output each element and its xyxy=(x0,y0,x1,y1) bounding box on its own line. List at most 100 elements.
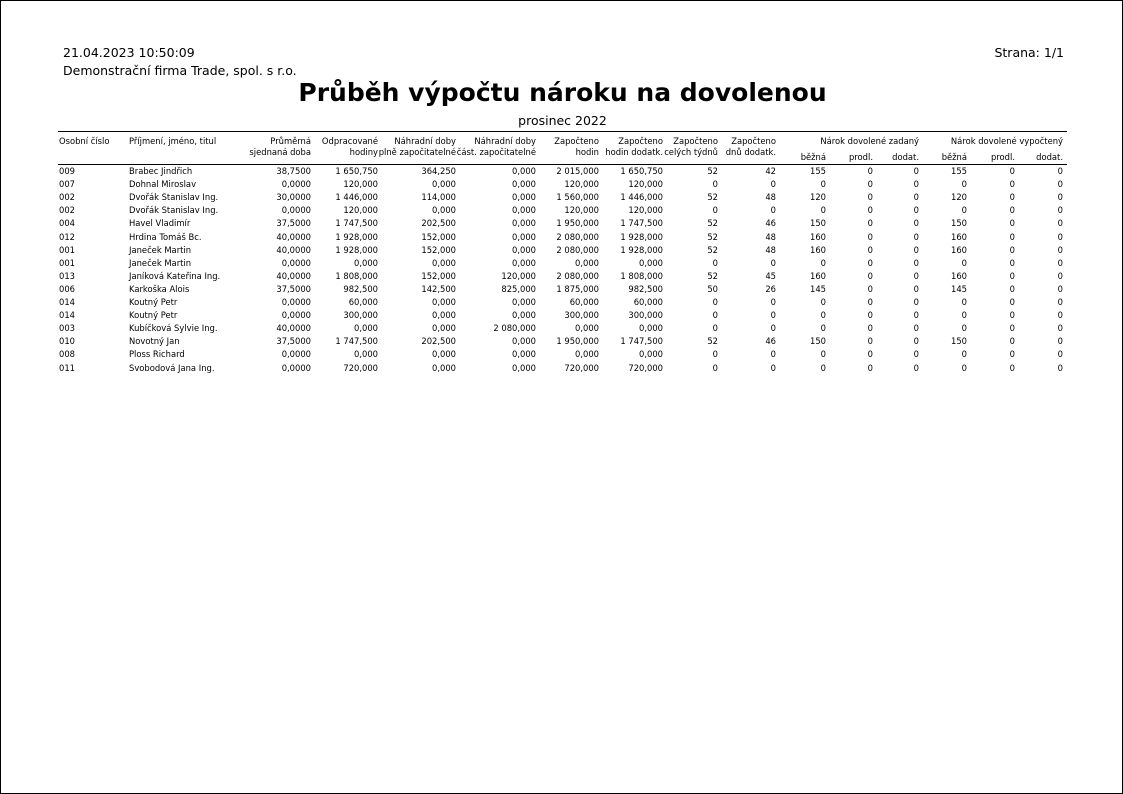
print-datetime: 21.04.2023 10:50:09 xyxy=(63,45,195,60)
table-cell: 008 xyxy=(59,349,75,360)
column-header: plně započitatelné xyxy=(378,147,456,157)
table-cell: 0 xyxy=(712,362,718,373)
table-cell: 0 xyxy=(913,323,919,334)
table-cell: 45 xyxy=(765,270,776,281)
table-cell: 40,0000 xyxy=(276,270,311,281)
table-cell: 0 xyxy=(1009,297,1015,307)
column-header: celých týdnů xyxy=(664,147,718,157)
table-cell: 0 xyxy=(867,205,873,216)
table-cell: 2 015,000 xyxy=(556,166,599,176)
table-cell: Dohnal Miroslav xyxy=(129,179,197,190)
table-cell: 0 xyxy=(913,179,919,190)
table-cell: 0 xyxy=(1057,310,1063,321)
table-cell: 0 xyxy=(712,205,718,216)
table-cell: 160 xyxy=(951,244,967,255)
table-cell: 0 xyxy=(961,362,967,373)
table-cell: 0 xyxy=(867,270,873,281)
table-cell: 52 xyxy=(707,218,718,229)
table-cell: 0 xyxy=(1057,192,1063,203)
table-cell: 120,000 xyxy=(564,179,599,190)
table-cell: Brabec Jindřich xyxy=(129,166,193,176)
table-cell: 0 xyxy=(913,257,919,268)
table-cell: 60,000 xyxy=(569,297,599,307)
table-cell: 142,500 xyxy=(421,283,456,294)
table-cell: 30,0000 xyxy=(276,192,311,203)
table-cell: 52 xyxy=(707,336,718,347)
table-cell: 52 xyxy=(707,244,718,255)
table-cell: 982,500 xyxy=(628,283,663,294)
table-cell: 0,0000 xyxy=(281,205,311,216)
table-cell: 0 xyxy=(1009,336,1015,347)
table-cell: 0 xyxy=(770,179,776,190)
table-cell: 300,000 xyxy=(343,310,378,321)
group-header: Nárok dovolené vypočtený xyxy=(950,136,1063,146)
table-cell: 150 xyxy=(951,218,967,229)
table-cell: 0,000 xyxy=(512,192,536,203)
table-cell: 0,000 xyxy=(575,323,599,334)
table-cell: 1 650,750 xyxy=(335,166,378,176)
table-cell: 0 xyxy=(961,205,967,216)
table-cell: 0 xyxy=(1057,257,1063,268)
table-cell: 720,000 xyxy=(628,362,663,373)
table-cell: 004 xyxy=(59,218,75,229)
table-cell: 150 xyxy=(810,218,826,229)
table-cell: 0 xyxy=(1057,179,1063,190)
table-cell: 52 xyxy=(707,166,718,176)
table-cell: 0 xyxy=(867,310,873,321)
table-cell: 0 xyxy=(820,205,826,216)
table-cell: 0,000 xyxy=(512,179,536,190)
table-cell: Janíková Kateřina Ing. xyxy=(129,270,221,281)
table-cell: 1 928,000 xyxy=(335,231,378,242)
table-cell: 0 xyxy=(913,297,919,307)
table-cell: 0 xyxy=(1057,336,1063,347)
table-cell: 152,000 xyxy=(421,231,456,242)
table-cell: 0 xyxy=(867,362,873,373)
column-header: Započteno xyxy=(673,136,718,146)
table-cell: Karkoška Alois xyxy=(129,283,190,294)
column-header: prodl. xyxy=(848,152,873,162)
company-name: Demonstrační firma Trade, spol. s r.o. xyxy=(63,63,297,78)
column-header: dodat. xyxy=(892,152,919,162)
table-cell: 0 xyxy=(913,310,919,321)
table-cell: 0 xyxy=(1057,218,1063,229)
table-cell: 0 xyxy=(1009,310,1015,321)
table-cell: 720,000 xyxy=(343,362,378,373)
table-cell: 0 xyxy=(1009,218,1015,229)
table-cell: 1 446,000 xyxy=(620,192,663,203)
table-cell: 0,000 xyxy=(512,244,536,255)
table-cell: 0 xyxy=(1057,323,1063,334)
table-cell: 0 xyxy=(1009,270,1015,281)
table-cell: 0,000 xyxy=(432,323,456,334)
table-cell: 202,500 xyxy=(421,218,456,229)
table-cell: 0,000 xyxy=(512,336,536,347)
table-cell: 0 xyxy=(820,257,826,268)
table-cell: 0 xyxy=(820,323,826,334)
table-cell: 014 xyxy=(59,310,75,321)
table-cell: 40,0000 xyxy=(276,231,311,242)
column-header: dodat. xyxy=(1036,152,1063,162)
table-cell: 0 xyxy=(913,218,919,229)
table-cell: 0 xyxy=(913,336,919,347)
table-cell: 003 xyxy=(59,323,75,334)
table-cell: 0,000 xyxy=(512,218,536,229)
table-cell: 0 xyxy=(1057,270,1063,281)
table-cell: 0,000 xyxy=(639,349,663,360)
column-header: hodiny xyxy=(349,147,378,157)
column-header: Příjmení, jméno, titul xyxy=(129,136,217,146)
table-cell: 40,0000 xyxy=(276,244,311,255)
table-cell: Janeček Martin xyxy=(129,257,192,268)
table-cell: 0 xyxy=(770,362,776,373)
table-cell: 0 xyxy=(1057,205,1063,216)
table-cell: 1 928,000 xyxy=(620,244,663,255)
table-cell: 300,000 xyxy=(564,310,599,321)
table-cell: Havel Vladimír xyxy=(129,218,191,229)
table-cell: 1 808,000 xyxy=(620,270,663,281)
table-cell: 0,000 xyxy=(512,349,536,360)
column-header: Započteno xyxy=(618,136,663,146)
table-cell: Koutný Petr xyxy=(129,310,178,321)
table-cell: 150 xyxy=(951,336,967,347)
table-cell: 1 446,000 xyxy=(335,192,378,203)
table-cell: 2 080,000 xyxy=(556,231,599,242)
table-cell: 0,0000 xyxy=(281,179,311,190)
